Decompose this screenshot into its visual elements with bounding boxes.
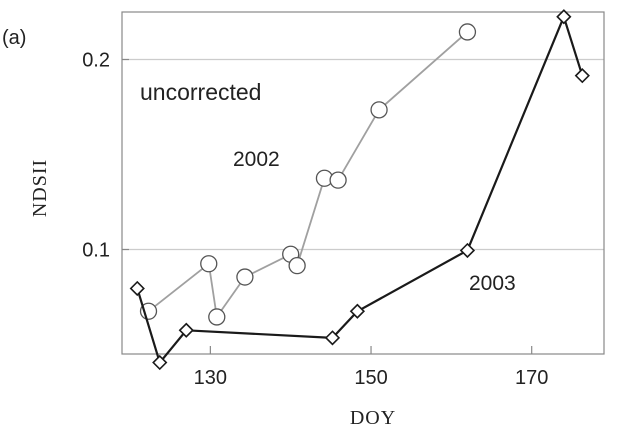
data-point-2002 xyxy=(329,171,347,189)
axis-ticks xyxy=(122,58,533,354)
series-2002 xyxy=(139,23,477,326)
annotation-2003: 2003 xyxy=(469,272,516,295)
data-point-2002 xyxy=(288,256,306,275)
x-tick-label: 150 xyxy=(354,367,387,389)
y-tick-label: 0.2 xyxy=(82,50,110,72)
data-point-2003 xyxy=(556,9,572,25)
annotation-2002: 2002 xyxy=(233,148,280,171)
data-point-2002 xyxy=(200,255,218,273)
x-axis-label: DOY xyxy=(350,407,396,429)
data-point-2003 xyxy=(574,68,590,84)
y-tick-label: 0.1 xyxy=(82,240,110,262)
data-point-2002 xyxy=(208,308,226,326)
series-2003 xyxy=(129,9,590,371)
data-point-2003 xyxy=(459,242,476,259)
panel-label: (a) xyxy=(2,27,26,49)
x-tick-label: 170 xyxy=(515,367,548,389)
plot-frame xyxy=(121,11,605,355)
data-point-2003 xyxy=(129,280,145,297)
data-point-2003 xyxy=(178,322,194,338)
x-tick-label: 130 xyxy=(194,367,227,389)
data-point-2003 xyxy=(324,330,341,346)
y-axis-label: NDSII xyxy=(29,159,51,217)
data-point-2003 xyxy=(152,354,168,371)
data-point-2002 xyxy=(236,268,254,286)
grid-lines xyxy=(122,58,604,251)
data-point-2002 xyxy=(458,23,477,41)
series-line-2002 xyxy=(147,31,468,318)
data-point-2003 xyxy=(349,303,366,319)
annotation-uncorrected: uncorrected xyxy=(140,79,261,105)
series-layer xyxy=(129,9,590,371)
tick-labels: 0.1 0.2 130 150 170 xyxy=(82,50,548,390)
data-point-2002 xyxy=(370,101,388,119)
series-line-2003 xyxy=(136,15,584,364)
